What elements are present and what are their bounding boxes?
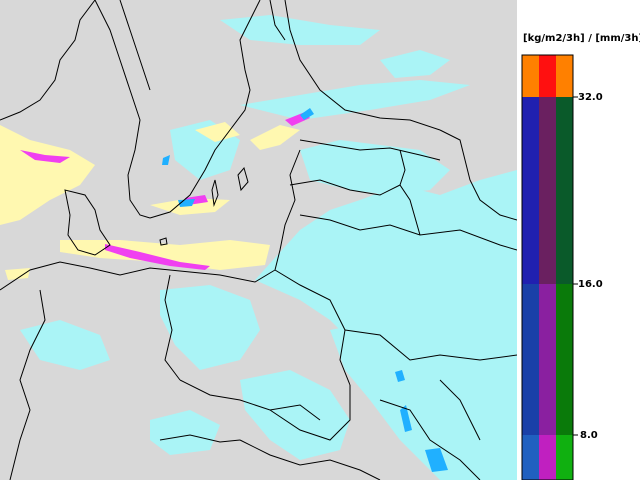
legend-band-1-mixed xyxy=(539,284,556,435)
border-germany-poland xyxy=(164,274,181,381)
mixed-area-bothnia xyxy=(250,125,300,150)
precip-area-czech xyxy=(150,410,220,455)
legend-band-2-rain xyxy=(556,97,573,284)
border-poland-east xyxy=(274,269,351,386)
border-norway-sweden xyxy=(119,0,151,91)
legend-band-2-mixed xyxy=(539,97,556,284)
coast-bornholm xyxy=(159,237,168,246)
coast-finland-gulf xyxy=(299,139,441,161)
precip-area-poland-west xyxy=(160,285,260,370)
legend-band-3-rain xyxy=(556,55,573,97)
legend-tick-8: 8.0 xyxy=(580,430,598,441)
border-lithuania-latvia xyxy=(289,179,401,196)
legend-band-3-snow xyxy=(522,55,539,97)
border-russia-east xyxy=(439,129,517,221)
border-sweden-finland xyxy=(269,0,286,41)
legend-band-2-snow xyxy=(522,97,539,284)
border-czech xyxy=(179,379,321,421)
border-estonia-russia xyxy=(399,149,421,236)
heavy-precipitation-areas xyxy=(20,112,310,270)
precip-area-gulf xyxy=(380,50,450,78)
border-moldova xyxy=(439,379,481,441)
coast-oland xyxy=(211,179,219,207)
border-romania xyxy=(379,399,481,480)
legend-colorbar xyxy=(521,54,578,481)
legend-band-1-snow xyxy=(522,284,539,435)
precip-area-southwest xyxy=(20,320,110,370)
coast-denmark xyxy=(64,189,111,256)
legend-band-0-mixed xyxy=(539,435,556,480)
legend-unit-label: [kg/m2/3h] / [mm/3h] xyxy=(523,33,640,44)
border-slovakia xyxy=(269,385,351,441)
snow-area-south-east xyxy=(425,448,448,472)
coast-gotland xyxy=(237,166,249,192)
precip-area-north-band xyxy=(240,80,470,120)
legend-band-0-rain xyxy=(556,435,573,480)
coast-sweden-west xyxy=(94,0,151,219)
legend-band-1-rain xyxy=(556,284,573,435)
precip-area-top xyxy=(220,15,380,45)
heavy-area-baltic-band xyxy=(105,244,210,270)
mixed-area-norway-coast xyxy=(0,125,95,225)
precip-area-baltic-east xyxy=(255,170,517,370)
border-west-germany xyxy=(9,289,46,480)
border-austria xyxy=(159,434,241,443)
legend-tick-16: 16.0 xyxy=(578,279,603,290)
coastlines-and-borders xyxy=(0,0,517,480)
coast-baltic-states xyxy=(274,149,301,271)
legend-band-3-mixed xyxy=(539,55,556,97)
coast-norway xyxy=(0,0,96,121)
precipitation-legend xyxy=(517,0,640,481)
coast-germany-poland xyxy=(0,261,276,291)
legend-tick-32: 32.0 xyxy=(578,92,603,103)
snow-area-carpathians xyxy=(400,405,412,432)
heavy-area-skagerrak xyxy=(20,150,70,163)
border-belarus xyxy=(299,214,517,251)
light-precipitation-areas xyxy=(20,15,517,480)
mixed-area-skagerrak xyxy=(5,268,30,280)
mixed-area-sweden xyxy=(150,198,230,215)
border-ukraine-north xyxy=(344,329,517,361)
snow-area-lake xyxy=(162,155,170,165)
coast-finland xyxy=(284,0,441,131)
legend-band-0-snow xyxy=(522,435,539,480)
mixed-area-sweden-north xyxy=(195,122,240,142)
coast-sweden-east xyxy=(149,0,261,219)
precip-area-east xyxy=(330,320,517,480)
snow-area-bothnia xyxy=(300,108,314,120)
precipitation-map xyxy=(0,0,517,480)
snow-area-east-streak xyxy=(395,370,405,382)
mixed-precipitation-areas xyxy=(0,122,300,280)
border-hungary xyxy=(239,439,381,480)
